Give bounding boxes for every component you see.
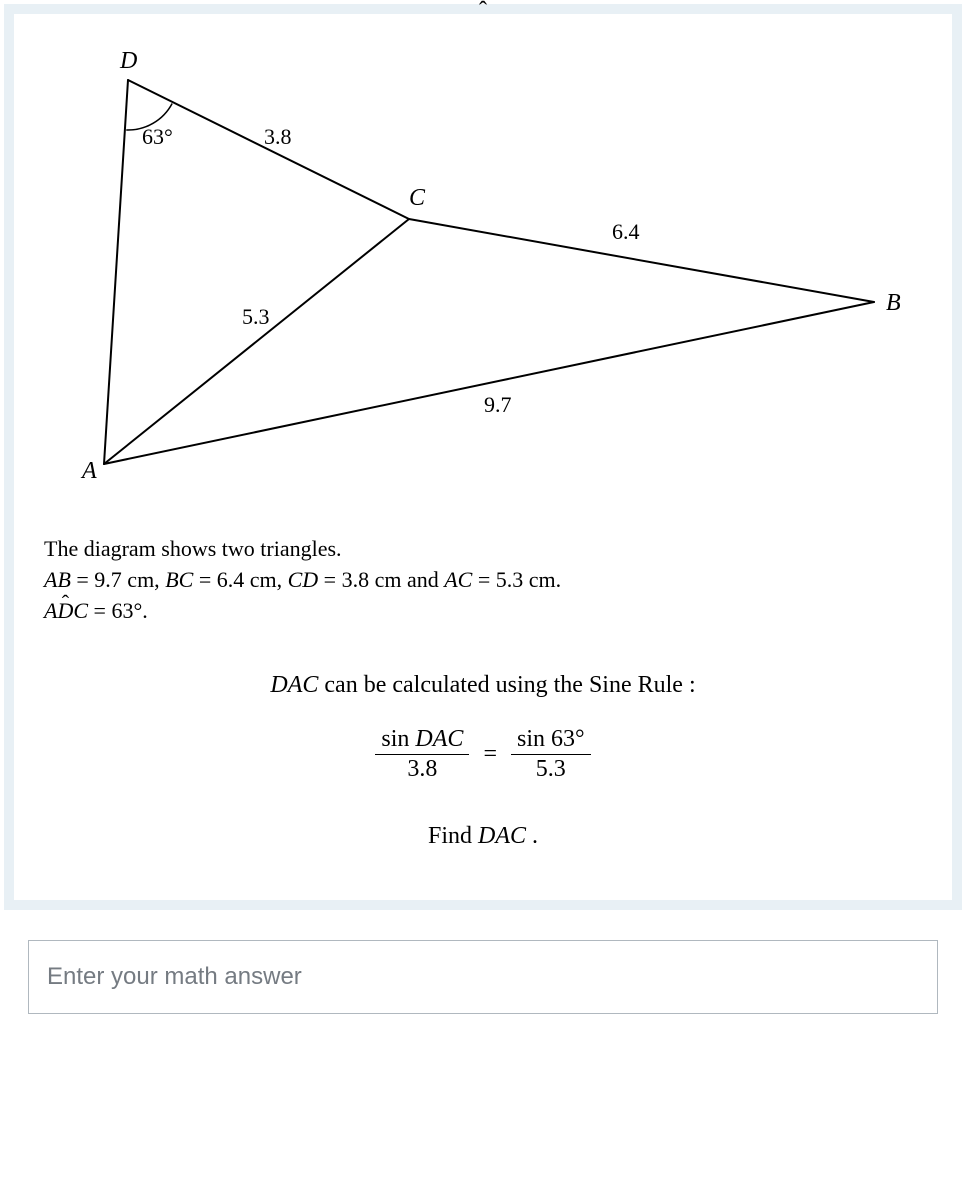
problem-line-1: The diagram shows two triangles. — [44, 536, 342, 561]
svg-text:B: B — [886, 290, 901, 316]
problem-card: ABCD63°3.85.36.49.7 The diagram shows tw… — [4, 4, 962, 910]
svg-text:5.3: 5.3 — [242, 304, 270, 329]
svg-text:C: C — [409, 185, 426, 211]
svg-text:D: D — [119, 48, 137, 74]
svg-text:6.4: 6.4 — [612, 219, 640, 244]
eq-text: = 63°. — [88, 598, 148, 623]
AC-label: AC — [444, 567, 472, 592]
find-instruction: Find DˆAC . — [44, 823, 922, 850]
working-block: DˆAC can be calculated using the Sine Ru… — [44, 666, 922, 783]
eq-text: = 3.8 cm and — [318, 567, 444, 592]
answer-section: Enter your math answer — [4, 910, 962, 1024]
fraction-right: sin 63° 5.3 — [511, 725, 591, 784]
triangle-diagram: A B C D 63° 3.8 5.3 6.4 9.7 — [44, 34, 922, 504]
BC-label: BC — [165, 567, 193, 592]
sine-rule-statement: DˆAC can be calculated using the Sine Ru… — [44, 666, 922, 704]
angle-ADC: AˆDC — [44, 598, 88, 623]
svg-text:9.7: 9.7 — [484, 392, 512, 417]
page: ABCD63°3.85.36.49.7 The diagram shows tw… — [0, 0, 966, 1028]
math-answer-input[interactable]: Enter your math answer — [28, 940, 938, 1014]
problem-statement: The diagram shows two triangles. AB = 9.… — [44, 534, 922, 626]
eq-text: = 5.3 cm. — [472, 567, 561, 592]
svg-text:A: A — [80, 458, 97, 484]
eq-text: = 6.4 cm, — [193, 567, 287, 592]
svg-text:3.8: 3.8 — [264, 124, 292, 149]
svg-text:63°: 63° — [142, 124, 173, 149]
sine-rule-equation: sin DˆAC 3.8 = sin 63° 5.3 — [44, 725, 922, 784]
equals-sign: = — [483, 735, 497, 773]
CD-label: CD — [288, 567, 319, 592]
fraction-left: sin DˆAC 3.8 — [375, 725, 469, 784]
eq-text: = 9.7 cm, — [71, 567, 165, 592]
